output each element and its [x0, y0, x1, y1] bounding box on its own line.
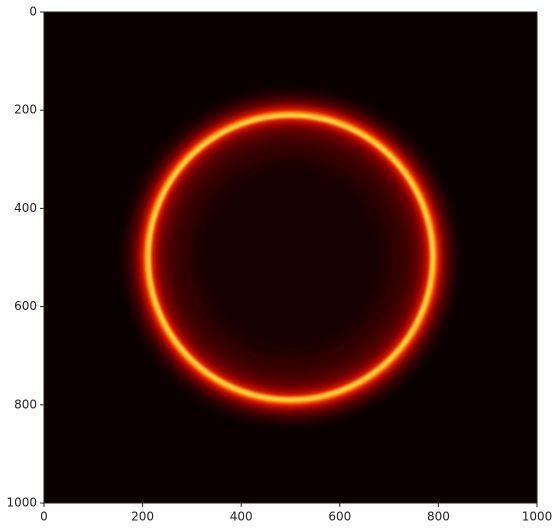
- ring-core-dark: [190, 157, 391, 358]
- y-tick-label: 600: [14, 299, 37, 313]
- x-tick-label: 0: [40, 510, 48, 524]
- x-tick-label: 800: [427, 510, 450, 524]
- y-tick-label: 0: [29, 5, 37, 19]
- x-tick-label: 1000: [522, 510, 553, 524]
- x-tick-label: 600: [328, 510, 351, 524]
- x-tick-label: 200: [131, 510, 154, 524]
- y-tick-label: 1000: [6, 496, 37, 510]
- y-tick-label: 200: [14, 103, 37, 117]
- y-tick-label: 400: [14, 201, 37, 215]
- y-tick-label: 800: [14, 397, 37, 411]
- ring-yellow: [147, 114, 434, 401]
- x-tick-label: 400: [230, 510, 253, 524]
- plot-frame: [43, 11, 538, 504]
- ring: [134, 101, 447, 414]
